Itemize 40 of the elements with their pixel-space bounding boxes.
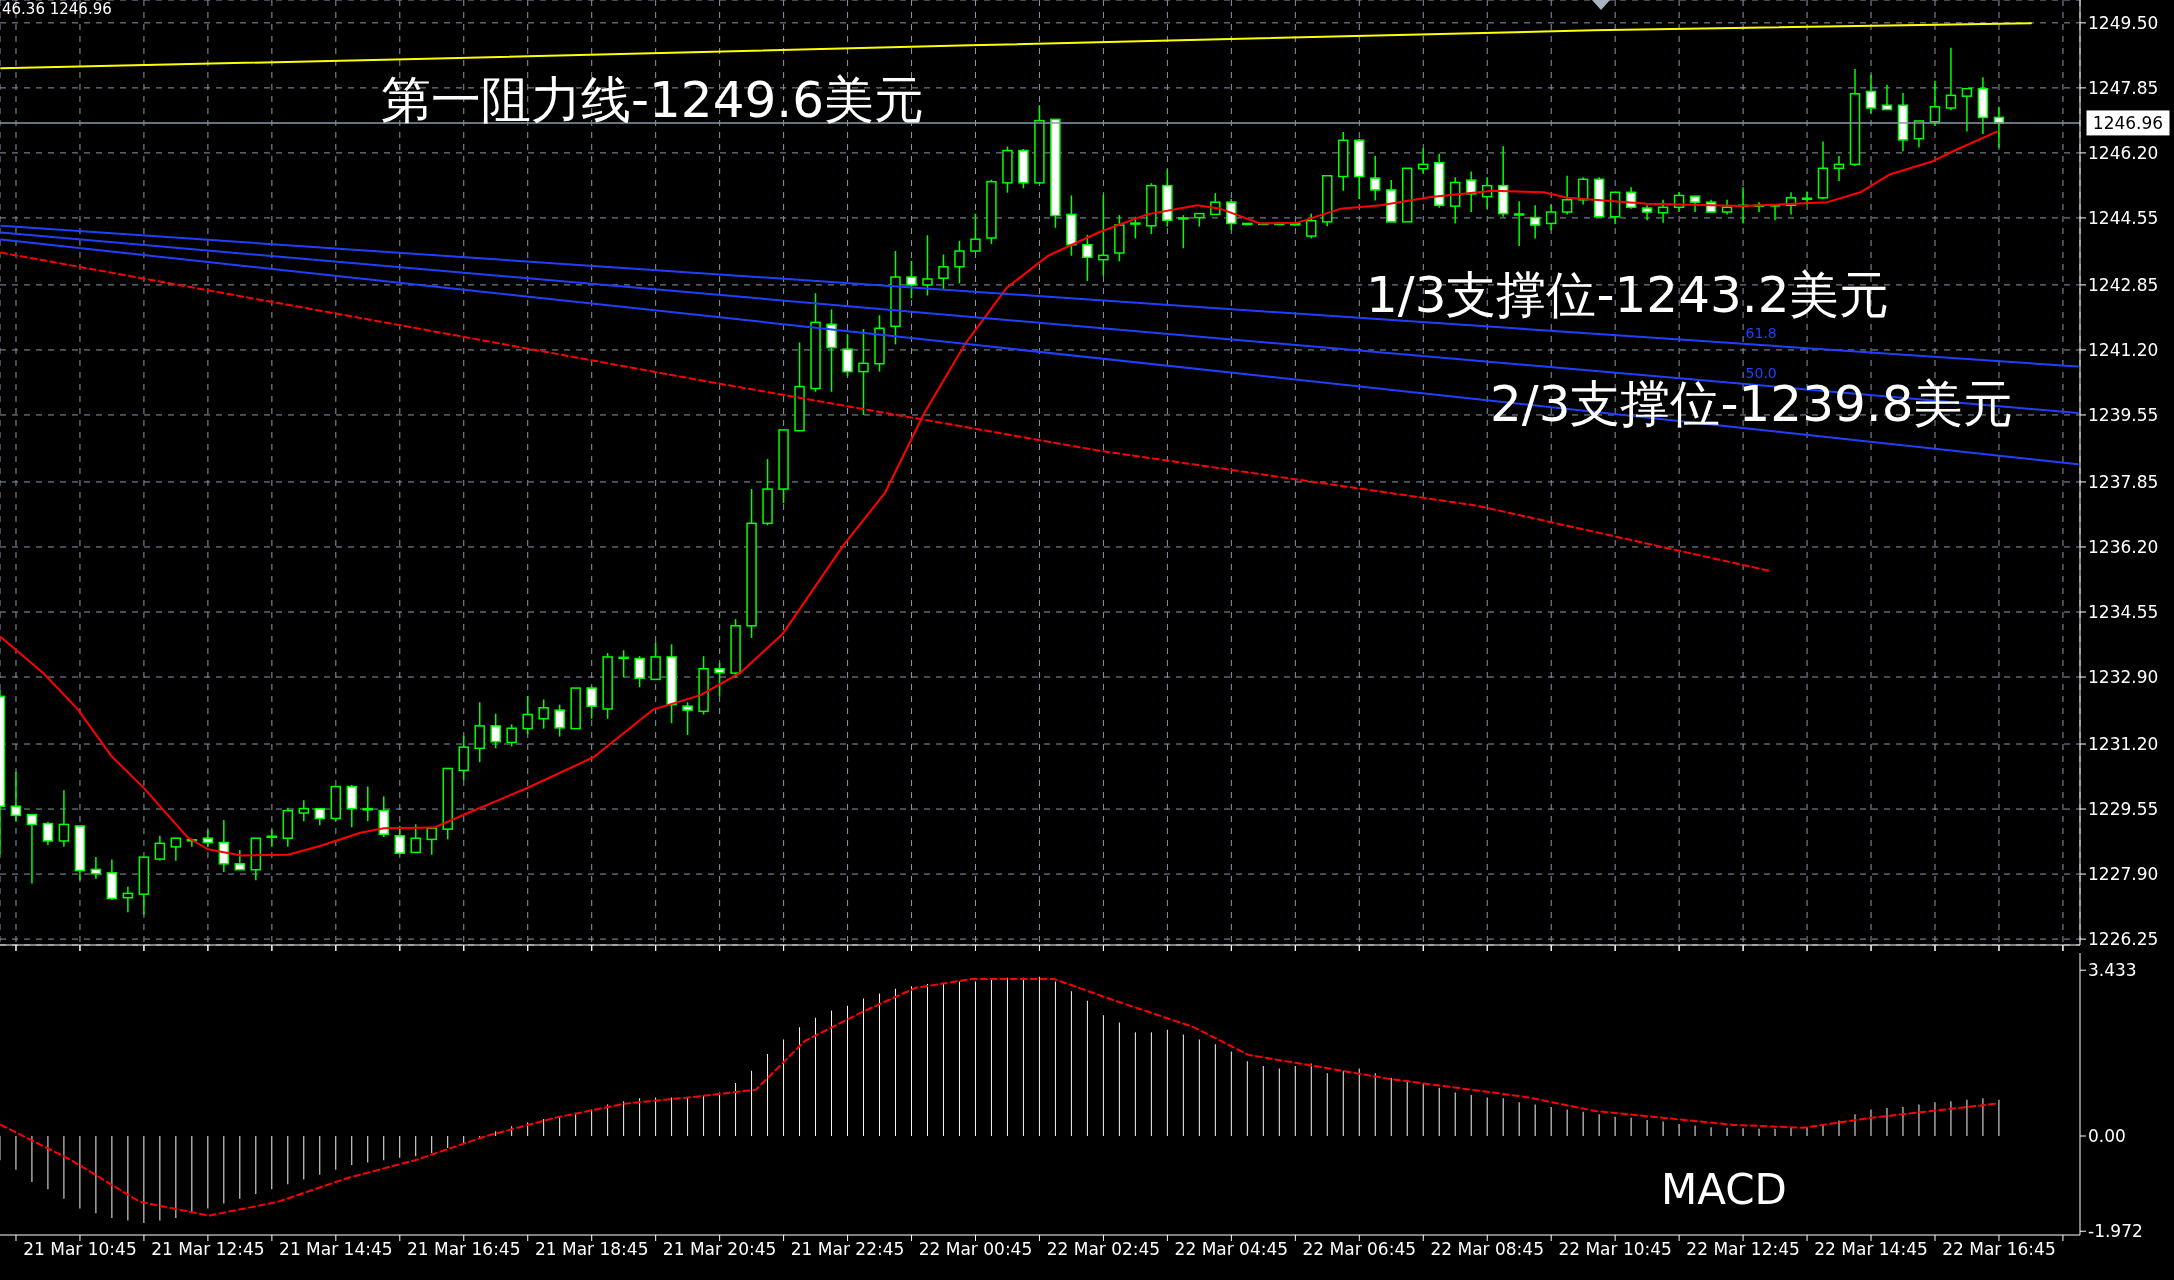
x-tick-label: 22 Mar 02:45: [1046, 1239, 1161, 1260]
y-tick-label: 1239.55: [2088, 405, 2159, 425]
annotation: MACD: [1661, 1164, 1787, 1214]
x-tick-label: 22 Mar 12:45: [1686, 1239, 1800, 1260]
y-tick-label: 1231.20: [2088, 734, 2159, 755]
x-tick-label: 22 Mar 04:45: [1174, 1239, 1289, 1260]
annotation: 1/3支撑位-1243.2美元: [1366, 265, 1890, 324]
y-tick-label: 1246.20: [2088, 142, 2159, 163]
annotation: 第一阻力线-1249.6美元: [381, 70, 924, 129]
series-label: 61.8: [1745, 324, 1777, 341]
x-tick-label: 21 Mar 18:45: [534, 1239, 649, 1260]
y-tick-label: 1236.20: [2088, 537, 2159, 558]
ref-line-label: 1246.96: [2092, 112, 2164, 133]
x-tick-label: 21 Mar 14:45: [279, 1239, 393, 1260]
x-tick-label: 22 Mar 14:45: [1814, 1239, 1928, 1260]
y-tick-label: 1232.90: [2088, 667, 2159, 688]
y-tick-label: 1249.50: [2088, 12, 2159, 33]
x-tick-label: 21 Mar 12:45: [151, 1239, 265, 1260]
y-tick-label: 1241.20: [2088, 339, 2159, 360]
y-tick-label: 1237.85: [2088, 471, 2159, 492]
y-tick-label: 1234.55: [2088, 602, 2159, 623]
x-tick-label: 21 Mar 10:45: [23, 1239, 137, 1260]
y-tick-label: 1247.85: [2088, 77, 2159, 98]
y-tick-label: -1.972: [2088, 1221, 2143, 1242]
x-tick-label: 21 Mar 16:45: [407, 1239, 521, 1260]
x-tick-label: 22 Mar 08:45: [1430, 1239, 1544, 1260]
y-tick-label: 1227.90: [2088, 864, 2159, 885]
x-tick-label: 22 Mar 06:45: [1302, 1239, 1417, 1260]
x-tick-label: 21 Mar 20:45: [662, 1239, 777, 1260]
y-tick-label: 1242.85: [2088, 274, 2159, 295]
x-tick-label: 22 Mar 00:45: [918, 1239, 1033, 1260]
y-tick-label: 1229.55: [2088, 799, 2159, 820]
x-tick-label: 22 Mar 10:45: [1558, 1239, 1672, 1260]
y-tick-label: 0.00: [2088, 1126, 2126, 1147]
y-tick-label: 3.433: [2088, 960, 2137, 981]
x-tick-label: 21 Mar 22:45: [790, 1239, 905, 1260]
x-tick-label: 22 Mar 16:45: [1942, 1239, 2056, 1260]
y-tick-label: 1226.25: [2088, 929, 2159, 950]
y-tick-label: 1244.55: [2088, 207, 2159, 228]
chart-title: 46.36 1246.96: [2, 0, 112, 18]
